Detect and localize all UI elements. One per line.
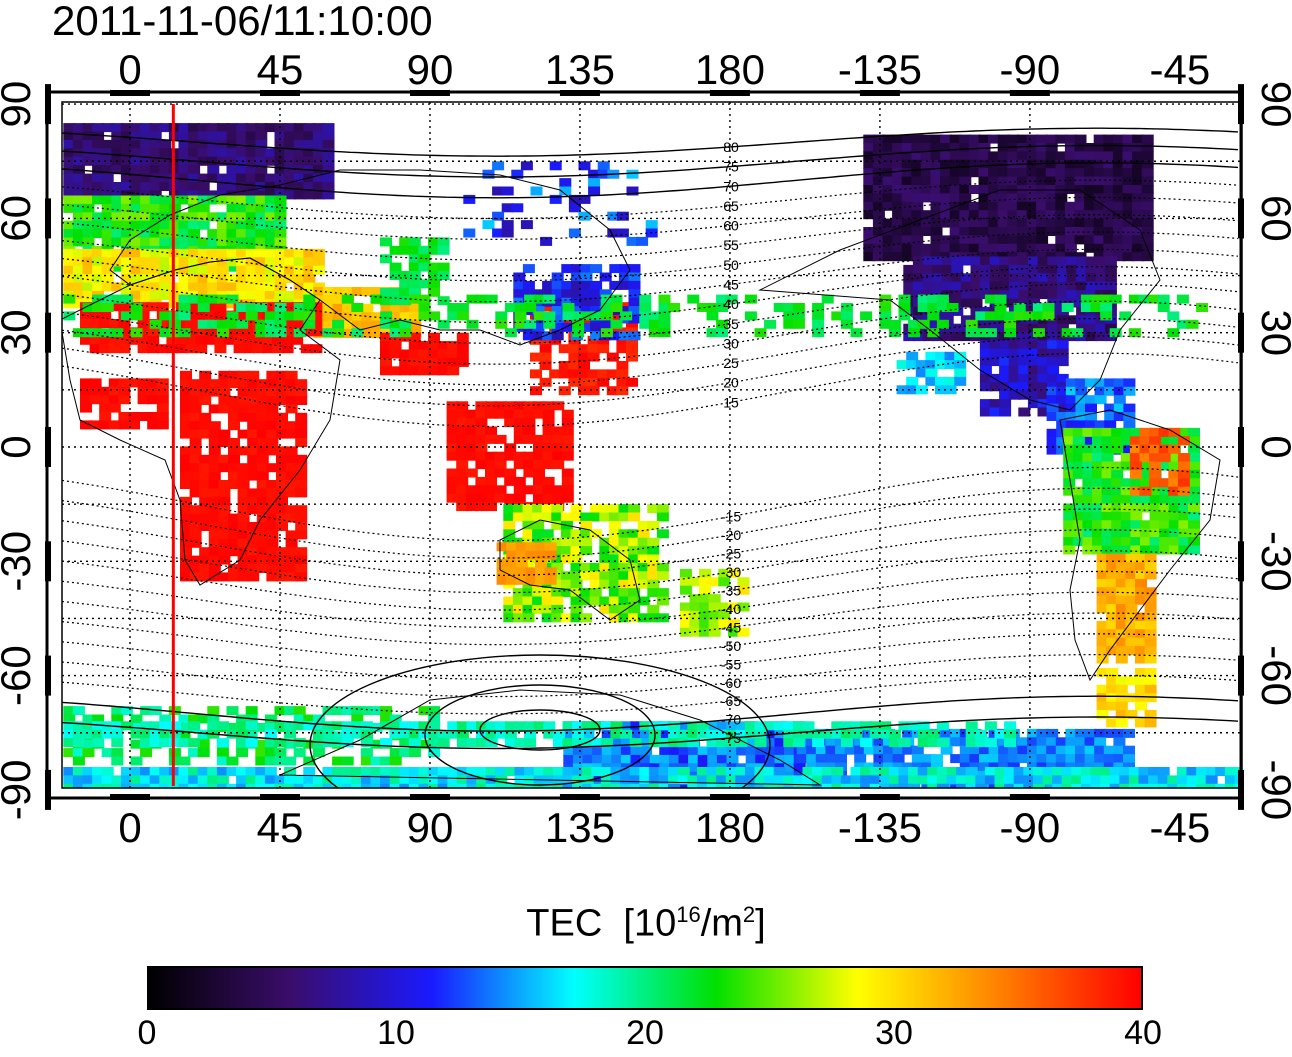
magnetic-latitude-label: -60	[721, 675, 741, 691]
tec-map: 0 45 90 135 180 -135 -90 -45 0 45 90 135 180 -135 -90…	[0, 46, 1292, 851]
bottom-longitude-label: 0	[118, 804, 141, 851]
bottom-longitude-label: 45	[257, 804, 304, 851]
timestamp: 2011-11-06/11:10:00	[52, 0, 433, 44]
magnetic-latitude-label: 70	[723, 178, 739, 194]
right-latitude-label: 0	[1253, 435, 1292, 458]
colorbar-title: TEC [1016/m2]	[526, 902, 766, 945]
magnetic-latitude-label: 55	[723, 237, 739, 253]
bottom-longitude-label: 90	[407, 804, 454, 851]
magnetic-latitude-label: -50	[721, 638, 741, 654]
magnetic-latitude-label: -15	[721, 509, 741, 525]
colorbar-tick-label: 0	[137, 1014, 157, 1052]
magnetic-latitude-label: -75	[721, 730, 741, 746]
top-longitude-label: 45	[257, 46, 304, 93]
left-latitude-label: 0	[0, 435, 39, 458]
magnetic-latitude-label: 20	[723, 375, 739, 391]
top-longitude-label: 0	[118, 46, 141, 93]
magnetic-latitude-label: 80	[723, 139, 739, 155]
magnetic-latitude-label: 75	[723, 159, 739, 175]
magnetic-latitude-label: 65	[723, 198, 739, 214]
right-latitude-labels: 90 60 30 0 -30 -60 -90	[1253, 81, 1292, 821]
magnetic-latitude-label: -45	[721, 619, 741, 635]
top-longitude-labels: 0 45 90 135 180 -135 -90 -45	[118, 46, 1210, 93]
left-latitude-label: 30	[0, 309, 39, 356]
right-latitude-label: -30	[1253, 531, 1292, 592]
coastlines	[62, 169, 1221, 786]
left-latitude-labels: 90 60 30 0 -30 -60 -90	[0, 81, 39, 821]
magnetic-latitude-label: 35	[723, 316, 739, 332]
colorbar-tick-label: 30	[875, 1014, 913, 1052]
magnetic-latitude-label: 60	[723, 218, 739, 234]
magnetic-latitude-label: 15	[723, 394, 739, 410]
magnetic-latitude-label: 30	[723, 335, 739, 351]
left-latitude-label: -90	[0, 760, 39, 821]
left-latitude-label: -60	[0, 645, 39, 706]
bottom-longitude-label: -45	[1150, 804, 1211, 851]
bottom-longitude-label: -135	[838, 804, 922, 851]
magnetic-latitude-label: -70	[721, 712, 741, 728]
frame-ticks	[45, 84, 1244, 810]
magnetic-latitude-label: -40	[721, 601, 741, 617]
left-latitude-label: -30	[0, 531, 39, 592]
top-longitude-label: -90	[1000, 46, 1061, 93]
top-longitude-label: 135	[545, 46, 615, 93]
left-latitude-label: 90	[0, 81, 39, 128]
magnetic-latitude-label: 50	[723, 257, 739, 273]
bottom-longitude-label: -90	[1000, 804, 1061, 851]
colorbar-tick-label: 40	[1124, 1014, 1162, 1052]
top-longitude-label: 90	[407, 46, 454, 93]
magnetic-latitude-label: 25	[723, 355, 739, 371]
left-latitude-label: 60	[0, 195, 39, 242]
right-latitude-label: 60	[1253, 195, 1292, 242]
top-longitude-label: 180	[695, 46, 765, 93]
magnetic-latitude-labels: 80 75 70 65 60 55 50 45 40 35 30 25 20 15 -15 -20 -25 -30…	[721, 139, 741, 746]
magnetic-latitude-label: -35	[721, 583, 741, 599]
magnetic-latitude-label: -55	[721, 656, 741, 672]
magnetic-latitude-contours	[62, 127, 1239, 788]
magnetic-latitude-label: -30	[721, 564, 741, 580]
right-latitude-label: 30	[1253, 309, 1292, 356]
bottom-longitude-label: 180	[695, 804, 765, 851]
magnetic-latitude-label: -25	[721, 546, 741, 562]
colorbar	[147, 966, 1143, 1010]
right-latitude-label: -60	[1253, 645, 1292, 706]
magnetic-latitude-label: 45	[723, 277, 739, 293]
colorbar-tick-label: 20	[626, 1014, 664, 1052]
colorbar-tick-label: 10	[377, 1014, 415, 1052]
magnetic-latitude-label: 40	[723, 296, 739, 312]
bottom-longitude-label: 135	[545, 804, 615, 851]
bottom-longitude-labels: 0 45 90 135 180 -135 -90 -45	[118, 804, 1210, 851]
magnetic-latitude-label: -65	[721, 693, 741, 709]
right-latitude-label: -90	[1253, 760, 1292, 821]
magnetic-latitude-label: -20	[721, 527, 741, 543]
top-longitude-label: -135	[838, 46, 922, 93]
right-latitude-label: 90	[1253, 81, 1292, 128]
top-longitude-label: -45	[1150, 46, 1211, 93]
